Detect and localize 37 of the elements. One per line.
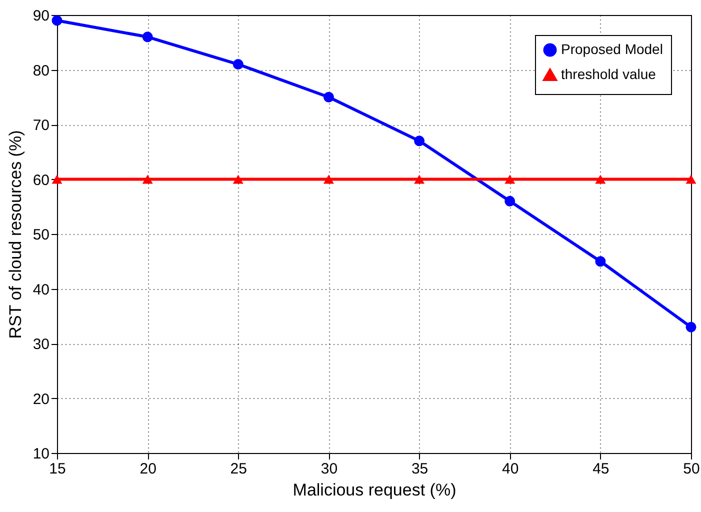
x-axis-title: Malicious request (%) bbox=[292, 480, 456, 500]
point bbox=[323, 174, 334, 184]
point bbox=[142, 174, 153, 184]
x-tick-label: 30 bbox=[320, 460, 338, 478]
x-tick-label: 40 bbox=[502, 460, 519, 478]
point bbox=[504, 174, 516, 184]
x-tick-label: 45 bbox=[592, 460, 610, 478]
point bbox=[323, 92, 334, 102]
point bbox=[232, 59, 244, 70]
point bbox=[232, 174, 244, 184]
x-tick-label: 20 bbox=[140, 460, 156, 478]
x-tick-label: 35 bbox=[411, 460, 428, 478]
x-tick-label: 25 bbox=[230, 460, 247, 478]
y-tick-label: 70 bbox=[32, 117, 50, 134]
point bbox=[686, 174, 696, 184]
point bbox=[142, 32, 153, 42]
y-tick-label: 80 bbox=[32, 62, 50, 80]
x-tick-label: 15 bbox=[49, 460, 66, 478]
legend-label: Proposed Model bbox=[561, 41, 663, 57]
y-axis-title: RST of cloud resources (%) bbox=[6, 130, 25, 339]
y-tick-label: 50 bbox=[32, 226, 50, 244]
point bbox=[52, 15, 62, 26]
x-tick-label: 50 bbox=[683, 460, 700, 478]
y-tick-label: 30 bbox=[32, 336, 50, 353]
y-tick-label: 40 bbox=[32, 281, 50, 298]
point bbox=[504, 196, 516, 206]
y-tick-label: 10 bbox=[32, 446, 50, 462]
legend-label: threshold value bbox=[561, 66, 656, 82]
point bbox=[414, 174, 425, 184]
y-tick-label: 90 bbox=[32, 8, 50, 24]
point bbox=[595, 256, 606, 267]
point bbox=[52, 174, 62, 184]
point bbox=[686, 322, 696, 332]
point bbox=[414, 136, 425, 146]
point bbox=[595, 174, 606, 184]
y-tick-label: 20 bbox=[32, 390, 50, 408]
y-tick-label: 60 bbox=[32, 172, 50, 189]
